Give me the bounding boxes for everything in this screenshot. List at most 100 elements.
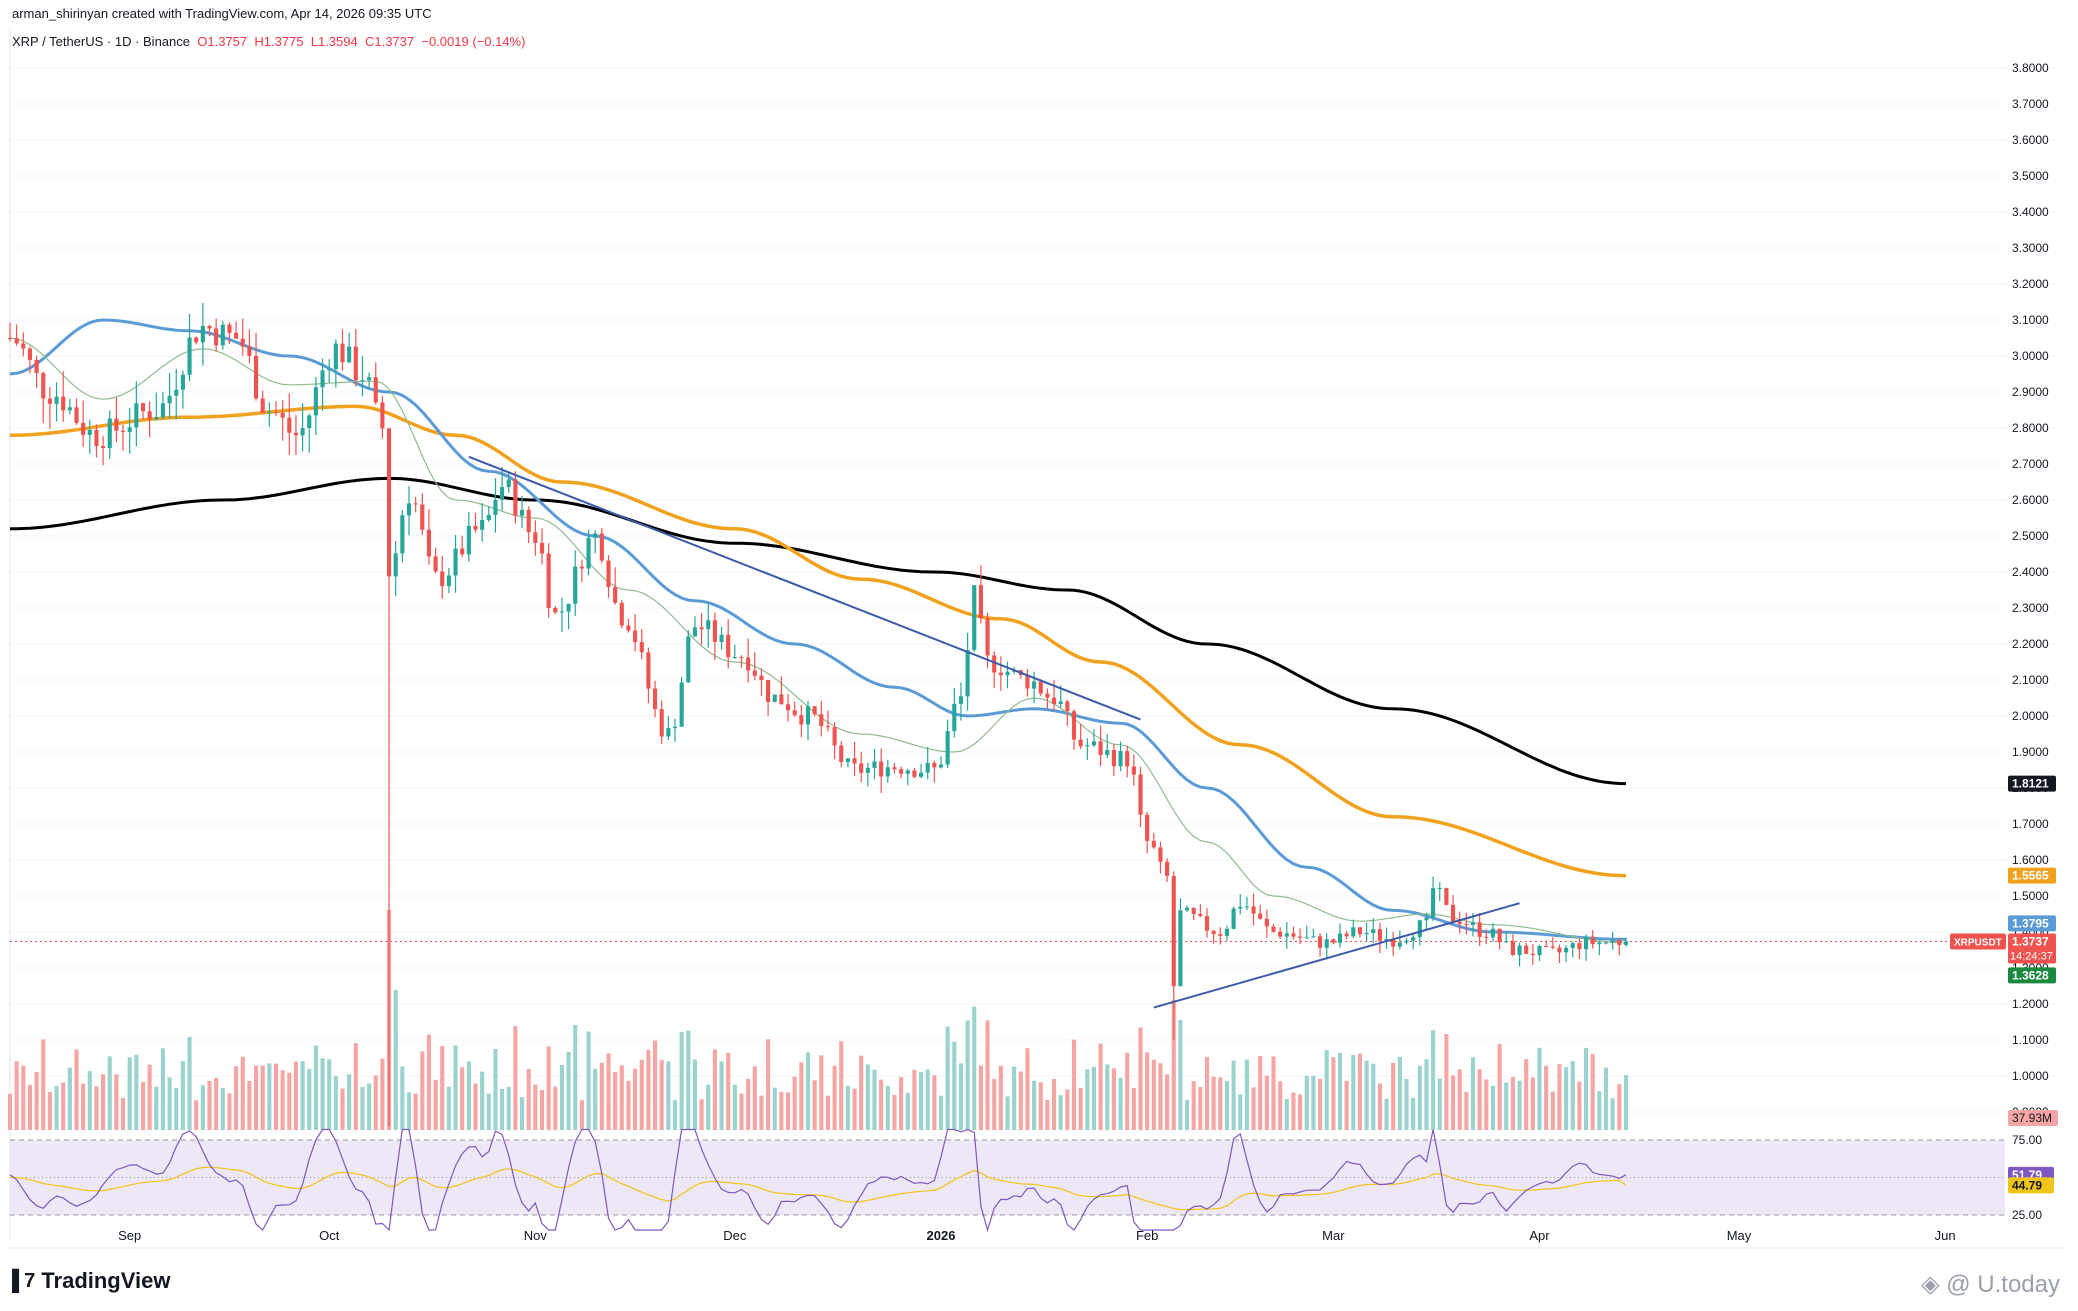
candle-body <box>293 432 299 436</box>
time-tick-label: 2026 <box>927 1228 956 1243</box>
candle-body <box>260 398 265 413</box>
volume-bar <box>1111 1068 1116 1130</box>
candle-body <box>885 767 890 777</box>
volume-bar <box>573 1024 578 1130</box>
volume-bar <box>905 1092 910 1130</box>
volume-bar <box>1444 1034 1449 1130</box>
tradingview-brand[interactable]: ▌7 TradingView <box>12 1268 170 1294</box>
volume-bar <box>260 1065 265 1130</box>
price-tick-label: 1.5000 <box>2012 889 2049 903</box>
volume-bar <box>127 1057 132 1130</box>
candle-body <box>1058 701 1063 705</box>
candle-body <box>234 332 239 339</box>
candle-body <box>1204 916 1210 931</box>
candle-body <box>1464 924 1469 926</box>
volume-bar <box>147 1064 152 1130</box>
volume-bar <box>1623 1075 1629 1130</box>
volume-bar <box>1477 1069 1482 1130</box>
candle-body <box>1450 904 1456 922</box>
candle-body <box>918 772 924 777</box>
candle-body <box>839 745 844 763</box>
time-tick-label: Mar <box>1322 1228 1345 1243</box>
candle-body <box>1510 941 1515 956</box>
candle-body <box>1198 913 1203 917</box>
candle-body <box>1224 928 1230 936</box>
candle-body <box>1131 766 1136 775</box>
candle-body <box>1078 739 1083 747</box>
candle-body <box>912 770 917 777</box>
candle-body <box>958 696 964 704</box>
candle-body <box>766 680 771 703</box>
last-price-label: 1.3737 <box>2012 934 2049 948</box>
candle-body <box>825 726 831 728</box>
low-value: L1.3594 <box>310 34 358 49</box>
volume-bar <box>406 1092 412 1130</box>
volume-label-box <box>2008 1110 2058 1126</box>
price-tick-label: 2.2000 <box>2012 637 2049 651</box>
rsi-level-label: 25.00 <box>2012 1208 2042 1222</box>
volume-bar <box>792 1076 797 1130</box>
candle-body <box>360 380 365 382</box>
volume-bar <box>1411 1097 1416 1130</box>
volume-bar <box>94 1086 99 1130</box>
volume-bar <box>380 1058 385 1130</box>
volume-bar <box>1544 1065 1549 1130</box>
candle-body <box>613 587 618 603</box>
volume-bar <box>619 1065 624 1130</box>
candle-body <box>1038 681 1043 694</box>
volume-bar <box>1051 1079 1057 1130</box>
volume-bar <box>1564 1067 1569 1130</box>
volume-bar <box>167 1077 172 1130</box>
volume-bar <box>879 1079 884 1130</box>
candle-body <box>413 503 418 505</box>
candle-body <box>586 537 591 569</box>
volume-bar <box>1284 1098 1289 1130</box>
volume-bar <box>393 990 398 1130</box>
candle-body <box>985 618 990 656</box>
volume-bar <box>539 1090 545 1130</box>
volume-bar <box>739 1093 744 1130</box>
candle-body <box>1091 741 1097 746</box>
ma-blue-label: 1.3795 <box>2012 916 2049 930</box>
volume-bar <box>1404 1078 1409 1130</box>
candle-body <box>1118 751 1123 767</box>
ma-orange-label-box <box>2008 867 2056 884</box>
price-tick-label: 3.3000 <box>2012 241 2049 255</box>
price-tick-label: 3.5000 <box>2012 169 2049 183</box>
volume-bar <box>253 1065 259 1130</box>
price-tick-label: 3.4000 <box>2012 205 2049 219</box>
candle-body <box>1051 697 1057 705</box>
candle-body <box>785 704 791 711</box>
candle-body <box>1537 945 1542 956</box>
volume-bar <box>1583 1047 1589 1130</box>
volume-bar <box>200 1085 205 1130</box>
candle-body <box>965 650 970 697</box>
volume-bar <box>1417 1065 1422 1130</box>
candle-body <box>480 519 485 530</box>
candle-body <box>812 706 817 715</box>
volume-bar <box>706 1084 711 1130</box>
last-price-label-box <box>2008 933 2056 964</box>
candle-body <box>486 514 491 520</box>
volume-bar <box>639 1059 644 1130</box>
volume-bar <box>446 1086 451 1130</box>
volume-bar <box>214 1077 219 1130</box>
candle-body <box>832 727 837 746</box>
candle-body <box>692 627 698 637</box>
candle-body <box>54 396 59 404</box>
volume-bar <box>1490 1085 1496 1130</box>
volume-bar <box>1590 1054 1595 1130</box>
rsi-band <box>10 1140 2005 1215</box>
time-tick-label: Apr <box>1529 1228 1550 1243</box>
candle-body <box>699 627 704 630</box>
price-tick-label: 2.0000 <box>2012 709 2049 723</box>
volume-bar <box>1344 1080 1349 1130</box>
candle-body <box>1251 906 1256 914</box>
candle-body <box>267 411 272 413</box>
trendlines <box>468 455 1520 1009</box>
volume-bar <box>1397 1056 1402 1130</box>
candle-body <box>41 373 46 399</box>
candle-body <box>1145 814 1150 841</box>
candle-body <box>1284 933 1289 937</box>
